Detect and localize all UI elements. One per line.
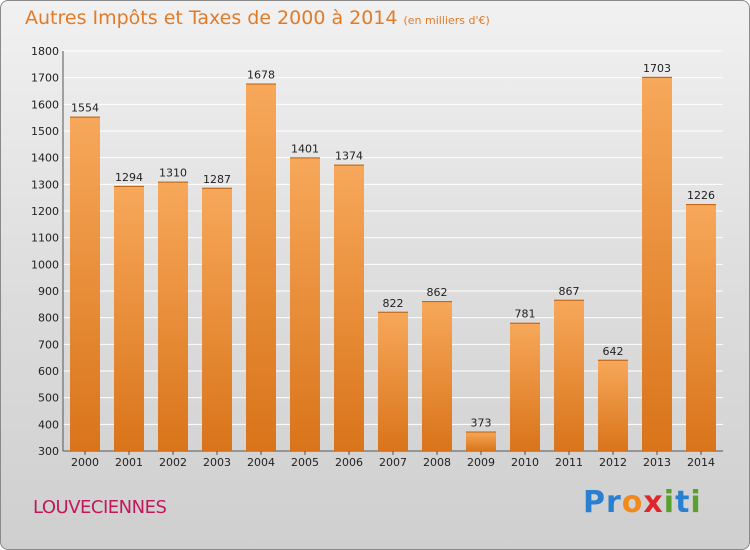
x-tick-label: 2004 <box>247 456 275 469</box>
bar-2005 <box>290 157 320 451</box>
bar-2013 <box>642 76 672 451</box>
data-label: 1554 <box>71 102 99 115</box>
data-label: 1226 <box>687 189 715 202</box>
y-tick-label: 1200 <box>31 205 59 218</box>
x-tick-label: 2010 <box>511 456 539 469</box>
logo-letter: P <box>583 485 606 520</box>
bar-2011 <box>554 299 584 451</box>
y-tick-label: 500 <box>38 392 59 405</box>
bar-2012 <box>598 359 628 451</box>
data-label: 1678 <box>247 69 275 82</box>
data-label: 373 <box>471 417 492 430</box>
y-tick-label: 1400 <box>31 152 59 165</box>
bar-2009 <box>466 431 496 451</box>
bar-2000 <box>70 116 100 451</box>
x-tick-label: 2014 <box>687 456 715 469</box>
y-tick-label: 700 <box>38 338 59 351</box>
x-tick-label: 2009 <box>467 456 495 469</box>
logo-letter: r <box>606 485 622 520</box>
x-tick-label: 2000 <box>71 456 99 469</box>
bar-2007 <box>378 311 408 451</box>
bar-2004 <box>246 83 276 452</box>
y-tick-label: 1700 <box>31 72 59 85</box>
y-tick-label: 600 <box>38 365 59 378</box>
x-tick-label: 2011 <box>555 456 583 469</box>
bar-2010 <box>510 322 540 451</box>
logo-letter: i <box>690 485 702 520</box>
bar-2002 <box>158 181 188 451</box>
data-label: 1310 <box>159 167 187 180</box>
data-label: 1401 <box>291 142 319 155</box>
y-tick-label: 1300 <box>31 178 59 191</box>
proxiti-logo: Proxiti <box>583 485 702 520</box>
x-tick-label: 2005 <box>291 456 319 469</box>
bar-2014 <box>686 204 716 451</box>
y-tick-label: 800 <box>38 312 59 325</box>
y-tick-label: 1500 <box>31 125 59 138</box>
data-label: 1287 <box>203 173 231 186</box>
bar-2006 <box>334 164 364 451</box>
x-tick-label: 2007 <box>379 456 407 469</box>
y-tick-label: 900 <box>38 285 59 298</box>
logo-letter: t <box>675 485 691 520</box>
x-tick-label: 2001 <box>115 456 143 469</box>
bar-2001 <box>114 185 144 451</box>
chart-unit: (en milliers d'€) <box>403 14 490 27</box>
data-label: 867 <box>559 285 580 298</box>
x-tick-label: 2006 <box>335 456 363 469</box>
y-tick-label: 1800 <box>31 45 59 58</box>
data-label: 642 <box>603 345 624 358</box>
y-tick-label: 300 <box>38 445 59 458</box>
data-label: 1374 <box>335 150 363 163</box>
data-label: 862 <box>427 286 448 299</box>
x-tick-label: 2013 <box>643 456 671 469</box>
data-label: 781 <box>515 308 536 321</box>
y-tick-label: 400 <box>38 418 59 431</box>
logo-letter: x <box>643 485 664 520</box>
x-tick-label: 2002 <box>159 456 187 469</box>
y-tick-label: 1000 <box>31 258 59 271</box>
bar-2008 <box>422 301 452 451</box>
commune-name: LOUVECIENNES <box>33 497 167 518</box>
data-label: 822 <box>383 297 404 310</box>
data-label: 1294 <box>115 171 143 184</box>
bar-2003 <box>202 187 232 452</box>
x-tick-label: 2003 <box>203 456 231 469</box>
logo-letter: o <box>621 485 644 520</box>
y-tick-label: 1600 <box>31 98 59 111</box>
x-tick-label: 2012 <box>599 456 627 469</box>
data-label: 1703 <box>643 62 671 75</box>
logo-letter: i <box>663 485 676 520</box>
x-tick-label: 2008 <box>423 456 451 469</box>
y-tick-label: 1100 <box>31 232 59 245</box>
chart-title: Autres Impôts et Taxes de 2000 à 2014 (en… <box>25 7 490 29</box>
